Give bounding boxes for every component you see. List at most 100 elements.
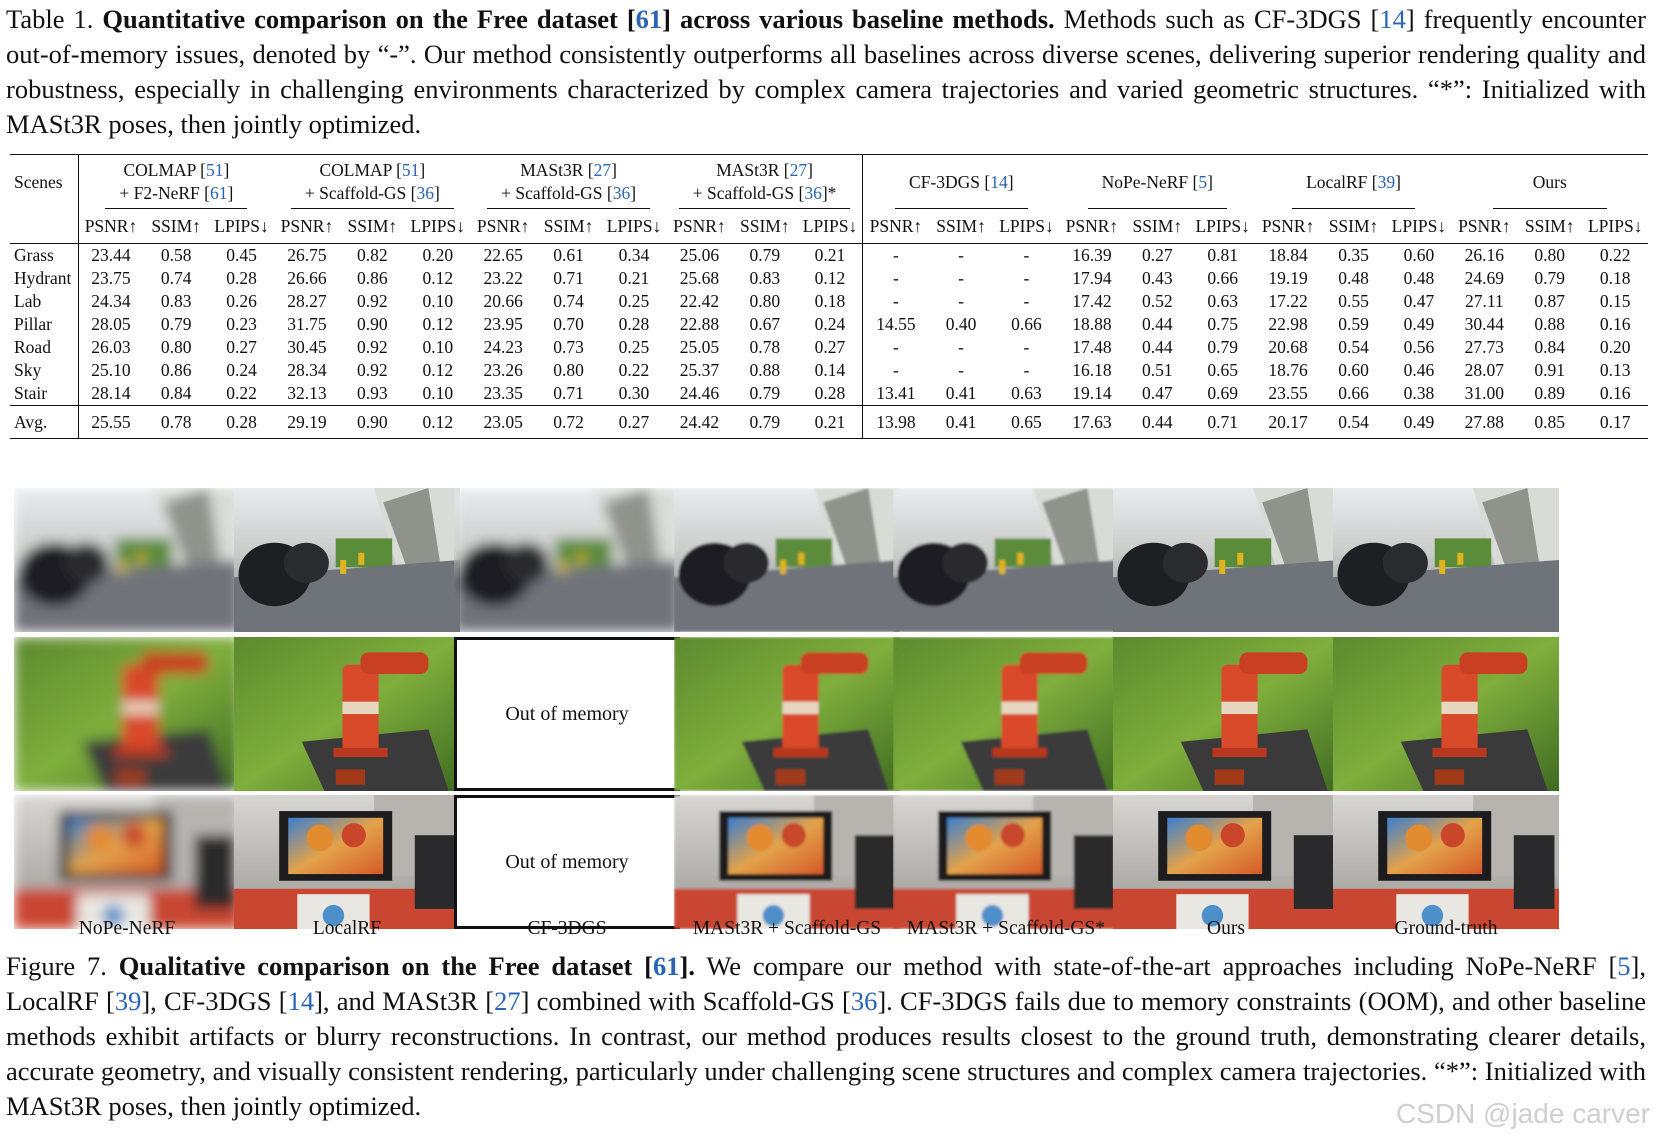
citation-link[interactable]: 61	[653, 951, 680, 981]
group-header: CF-3DGS [14]	[862, 154, 1060, 209]
metric-value: 0.44	[1141, 314, 1173, 334]
metric-value: 0.30	[618, 383, 650, 403]
render-thumbnail	[674, 488, 900, 632]
render-thumbnail	[454, 488, 680, 632]
metric-value: 0.23	[226, 314, 257, 334]
metric-value: 0.21	[618, 268, 650, 288]
metric-value: 24.46	[679, 383, 720, 403]
metric-value: 22.88	[679, 314, 720, 334]
metric-value: 0.41	[928, 405, 994, 439]
metric-value: 0.20	[1599, 337, 1631, 357]
citation-link[interactable]: 61	[210, 183, 228, 203]
group-header: NoPe-NeRF [5]	[1059, 155, 1255, 210]
citation-link[interactable]: 27	[494, 986, 521, 1016]
metric-value: 28.27	[287, 291, 327, 311]
metric-value: 25.10	[77, 359, 144, 382]
citation-link[interactable]: 36	[612, 183, 631, 203]
metric-value: 0.55	[1338, 291, 1369, 311]
metric-value: 0.18	[814, 291, 846, 311]
citation-link[interactable]: 39	[1377, 171, 1396, 192]
metric-header: LPIPS↓	[1391, 215, 1447, 236]
metric-value: 0.18	[1599, 268, 1631, 288]
metric-value: 31.75	[287, 314, 327, 334]
oom-label: Out of memory	[505, 702, 629, 725]
metric-value: 0.12	[422, 314, 454, 334]
metric-value: 0.48	[1403, 268, 1435, 288]
citation-link[interactable]: 51	[401, 160, 420, 180]
metric-value: 0.84	[160, 383, 192, 403]
method-label: Ours	[1207, 918, 1245, 939]
metric-value: 0.79	[1207, 337, 1238, 357]
metric-header: SSIM↑	[543, 215, 594, 236]
metric-value: -	[1023, 245, 1030, 265]
citation-link[interactable]: 27	[593, 160, 612, 180]
metric-value: 32.13	[287, 383, 327, 403]
citation-link[interactable]: 14	[1379, 4, 1406, 34]
metric-value: 0.34	[618, 245, 650, 265]
metric-header: PSNR↑	[673, 215, 726, 236]
citation-link[interactable]: 36	[850, 986, 878, 1016]
metric-value: 20.66	[483, 291, 523, 311]
metric-value: 0.24	[226, 360, 257, 380]
table-row: Grass 23.44 0.58 0.45 26.75 0.82 0.20 22.65 0.61…	[10, 243, 1648, 267]
metric-value: 0.83	[749, 268, 781, 288]
metric-header: SSIM↑	[936, 215, 986, 236]
metric-value: 0.71	[553, 268, 584, 288]
citation-link[interactable]: 39	[114, 986, 142, 1016]
metric-value: 26.75	[287, 245, 327, 265]
metric-value: -	[958, 245, 964, 265]
citation-link[interactable]: 36	[416, 183, 435, 203]
metric-value: 0.25	[618, 337, 650, 357]
metric-value: 0.74	[160, 268, 192, 288]
citation-link[interactable]: 5	[1617, 951, 1631, 981]
metric-value: 0.49	[1403, 314, 1435, 334]
metric-value: 0.88	[749, 360, 781, 380]
metric-value: -	[862, 336, 929, 359]
citation-link[interactable]: 51	[205, 160, 224, 180]
metric-value: 31.00	[1464, 383, 1505, 403]
metric-header: SSIM↑	[151, 215, 201, 236]
metric-value: 28.14	[77, 382, 144, 406]
metric-value: 25.05	[679, 337, 720, 357]
citation-link[interactable]: 27	[789, 160, 808, 180]
metric-value: 13.98	[862, 405, 929, 439]
metric-value: 16.18	[1072, 360, 1112, 380]
metric-value: 17.48	[1072, 337, 1112, 357]
group-header: LocalRF [39]	[1255, 155, 1451, 210]
table-row: Stair 28.14 0.84 0.22 32.13 0.93 0.10 23.35 0.71…	[10, 382, 1648, 406]
metric-value: 0.26	[226, 291, 257, 311]
metric-value: 0.16	[1599, 314, 1631, 334]
metric-value: 24.34	[77, 290, 144, 313]
citation-link[interactable]: 14	[287, 986, 315, 1016]
metric-header: LPIPS↓	[410, 215, 465, 236]
metric-value: 0.12	[422, 268, 454, 288]
table-row: Hydrant 23.75 0.74 0.28 26.66 0.86 0.12 23.22 0.…	[10, 267, 1648, 290]
metric-value: 0.35	[1338, 245, 1369, 265]
metric-value: 0.10	[422, 291, 454, 311]
out-of-memory-panel: Out of memory	[454, 795, 680, 929]
metric-value: 25.06	[679, 245, 720, 265]
metric-header: SSIM↑	[1132, 215, 1183, 236]
figure-caption: Figure 7. Qualitative comparison on the …	[6, 951, 1646, 1121]
citation-link[interactable]: 36	[804, 183, 822, 203]
table-title: Quantitative comparison on the Free data…	[102, 4, 1055, 34]
qualitative-figure: Out of memory Out of memory NoPe-NeRF Loca…	[14, 488, 1654, 948]
render-thumbnail	[234, 488, 460, 632]
metric-value: 0.90	[357, 314, 388, 334]
citation-link[interactable]: 14	[990, 171, 1008, 192]
metric-value: 29.19	[274, 405, 340, 439]
watermark: CSDN @jade carver	[1395, 1098, 1650, 1129]
table-caption: Table 1. Quantitative comparison on the …	[6, 4, 1646, 139]
metric-value: 0.92	[357, 337, 388, 357]
metric-value: 0.66	[1207, 268, 1238, 288]
citation-link[interactable]: 5	[1198, 171, 1208, 192]
method-label: Ground-truth	[1394, 918, 1498, 939]
metric-value: -	[958, 337, 964, 357]
method-label: MASt3R + Scaffold-GS*	[906, 918, 1106, 939]
table-row: Pillar 28.05 0.79 0.23 31.75 0.90 0.12 23.95 0.7…	[10, 313, 1648, 336]
render-thumbnail	[234, 637, 460, 791]
metric-value: 0.10	[422, 337, 454, 357]
citation-link[interactable]: 61	[635, 4, 663, 34]
scene-name: Road	[14, 337, 51, 357]
metric-value: 25.37	[679, 360, 720, 380]
